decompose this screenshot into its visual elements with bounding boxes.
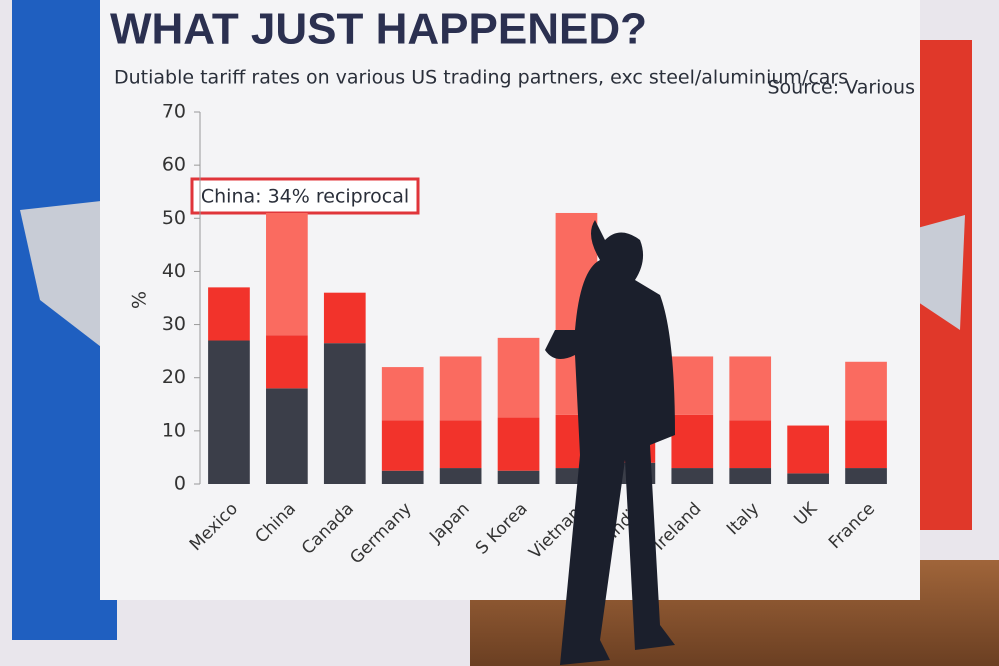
bar-segment — [439, 468, 482, 484]
bar-segment — [729, 356, 772, 421]
y-tick-label: 20 — [162, 366, 186, 388]
bar-segment — [671, 468, 714, 484]
bar-segment — [381, 420, 424, 471]
y-tick-label: 10 — [162, 419, 186, 441]
bar-segment — [729, 468, 772, 484]
bar-segment — [497, 470, 540, 484]
y-tick-label: 0 — [174, 473, 186, 495]
y-tick-label: 30 — [162, 313, 186, 335]
bar-segment — [266, 388, 308, 484]
annotation-box — [190, 177, 420, 215]
y-tick-label: 60 — [162, 154, 186, 176]
subtitle: Dutiable tariff rates on various US trad… — [114, 67, 848, 89]
bar-segment — [845, 361, 887, 421]
y-tick-label: 40 — [162, 260, 186, 282]
y-axis-label: % — [129, 291, 151, 309]
bar-segment — [671, 356, 714, 415]
bar-segment — [497, 417, 540, 471]
star — [20, 200, 110, 350]
bar-segment — [787, 473, 829, 484]
bar-segment — [787, 425, 829, 474]
bar-segment — [671, 414, 714, 469]
bar-segment — [208, 340, 250, 484]
bar-segment — [266, 212, 308, 336]
bar-segment — [439, 420, 482, 469]
star — [910, 215, 965, 330]
chart-title: WHAT JUST HAPPENED? — [110, 5, 647, 54]
bar-segment — [323, 292, 366, 344]
bar-segment — [208, 287, 250, 341]
source: Source: Various — [767, 77, 915, 99]
bar-segment — [497, 337, 540, 418]
bar-segment — [381, 470, 424, 484]
y-tick-label: 70 — [162, 101, 186, 123]
bar-segment — [729, 420, 772, 469]
bar-segment — [323, 343, 366, 484]
annotation: China: 34% reciprocal — [201, 186, 409, 208]
bar-segment — [266, 335, 308, 389]
bar-segment — [845, 468, 887, 484]
presenter — [545, 220, 675, 665]
bar-segment — [845, 420, 887, 469]
y-tick-label: 50 — [162, 207, 186, 229]
bar-segment — [439, 356, 482, 421]
bar-segment — [381, 367, 424, 421]
